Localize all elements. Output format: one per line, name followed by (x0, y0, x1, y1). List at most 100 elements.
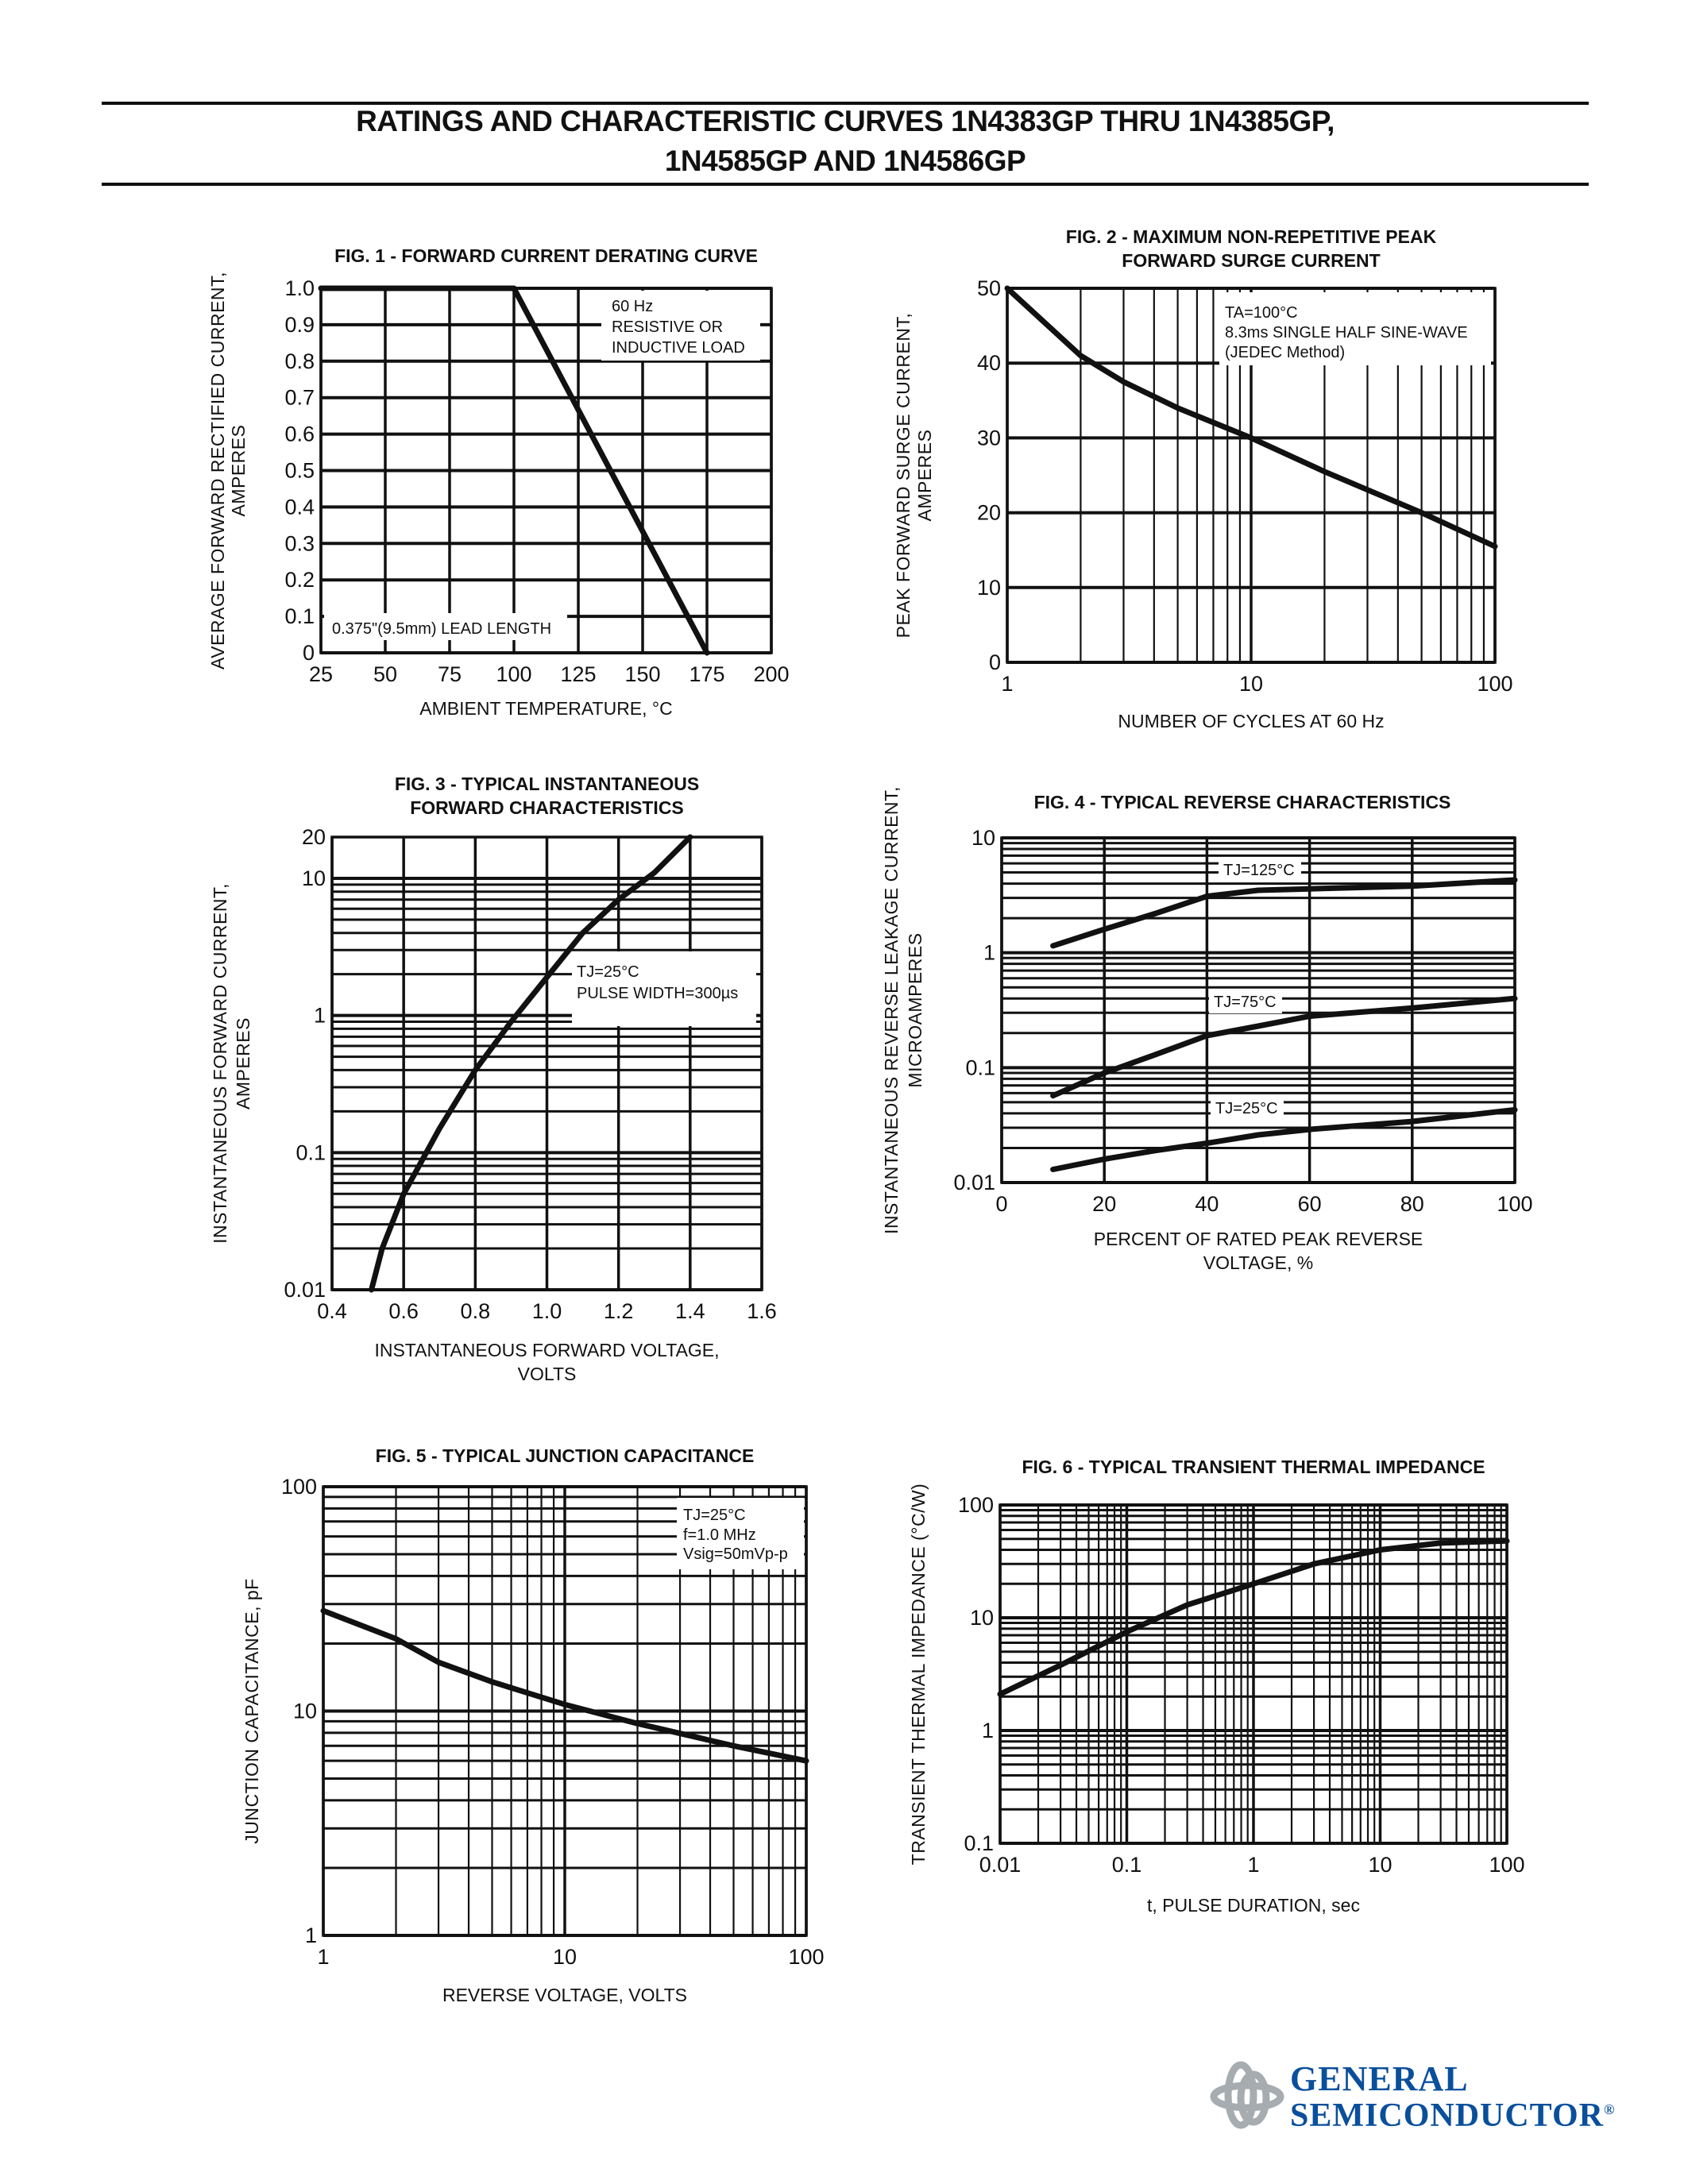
y-tick-label: 1 (314, 1004, 326, 1028)
data-series-line (320, 1607, 809, 1764)
x-tick-label: 1 (1001, 672, 1013, 696)
y-axis-label: AMPERES (914, 430, 935, 522)
chart-fig-3: TJ=25°C PULSE WIDTH=300µs 0.4 0.6 0.8 1.0 1.2 1… (210, 774, 777, 1384)
x-tick-label: 25 (309, 662, 333, 686)
y-tick-label: 100 (281, 1475, 317, 1499)
y-tick-label: 40 (977, 351, 1001, 375)
page-title-line2: 1N4585GP AND 1N4586GP (664, 145, 1026, 177)
annotation-text: PULSE WIDTH=300µs (577, 985, 738, 1002)
annotation-text: INDUCTIVE LOAD (612, 339, 745, 357)
chart-title: FIG. 6 - TYPICAL TRANSIENT THERMAL IMPED… (1022, 1457, 1485, 1477)
x-tick-label: 175 (689, 662, 724, 686)
x-tick-label: 100 (788, 1945, 824, 1969)
y-tick-label: 50 (977, 276, 1001, 300)
y-tick-label: 0.7 (284, 386, 315, 410)
y-axis-label: JUNCTION CAPACITANCE, pF (241, 1578, 262, 1843)
y-axis-label: INSTANTANEOUS REVERSE LEAKAGE CURRENT, (881, 786, 902, 1234)
annotation-text: Vsig=50mVp-p (683, 1545, 788, 1563)
y-tick-label: 0.1 (284, 604, 315, 628)
chart-title: FORWARD SURGE CURRENT (1122, 250, 1380, 271)
data-series-line (1050, 1106, 1518, 1172)
x-tick-label: 10 (1239, 672, 1263, 696)
y-tick-label: 10 (977, 576, 1001, 600)
series-label-box (1209, 990, 1282, 1013)
x-tick-label: 10 (553, 1945, 577, 1969)
annotation-text: 8.3ms SINGLE HALF SINE-WAVE (1225, 324, 1468, 341)
x-tick-label: 0.01 (979, 1853, 1022, 1877)
x-axis-label: VOLTAGE, % (1203, 1252, 1313, 1273)
x-tick-label: 1.4 (675, 1299, 705, 1323)
company-logo: GENERAL SEMICONDUCTOR® (1207, 2057, 1614, 2136)
annotation-text: 60 Hz (612, 298, 653, 315)
x-tick-label: 100 (1489, 1853, 1524, 1877)
annotation-box (324, 613, 567, 640)
series-label-box (1211, 1096, 1284, 1120)
y-tick-label: 0.3 (284, 531, 315, 555)
annotation-text: TA=100°C (1225, 304, 1298, 322)
y-axis-label: AMPERES (228, 425, 249, 517)
x-tick-label: 0.8 (461, 1299, 491, 1323)
y-axis-label: TRANSIENT THERMAL IMPEDANCE (°C/W) (908, 1484, 929, 1866)
x-tick-label: 100 (1477, 672, 1512, 696)
y-tick-label: 0.01 (953, 1171, 995, 1194)
y-tick-label: 0.6 (284, 423, 315, 446)
logo-text-general: GENERAL (1290, 2059, 1469, 2098)
x-tick-label: 1 (1247, 1853, 1259, 1877)
x-tick-label: 0.6 (388, 1299, 419, 1323)
y-tick-label: 0.1 (964, 1831, 994, 1855)
plot-frame (330, 835, 763, 1291)
series-label-box (1219, 858, 1301, 882)
y-tick-label: 1 (305, 1924, 317, 1947)
x-axis-label: AMBIENT TEMPERATURE, °C (419, 698, 672, 719)
x-tick-label: 40 (1195, 1192, 1219, 1216)
series-label: TJ=125°C (1223, 862, 1295, 879)
plot-frame (322, 1485, 808, 1937)
annotation-box (601, 291, 760, 361)
chart-fig-2: TA=100°C 8.3ms SINGLE HALF SINE-WAVE (JEDE… (893, 226, 1513, 731)
y-tick-label: 0.1 (965, 1055, 995, 1079)
logo-line2: SEMICONDUCTOR® (1290, 2097, 1615, 2135)
y-tick-label: 0 (989, 650, 1001, 674)
chart-title: FIG. 5 - TYPICAL JUNCTION CAPACITANCE (376, 1445, 755, 1466)
annotation-text: 0.375"(9.5mm) LEAD LENGTH (332, 620, 551, 638)
chart-title: FIG. 1 - FORWARD CURRENT DERATING CURVE (334, 245, 758, 266)
x-tick-label: 1.2 (604, 1299, 634, 1323)
y-tick-label: 1 (982, 1719, 994, 1742)
x-tick-label: 50 (373, 662, 397, 686)
x-tick-label: 0.4 (317, 1299, 347, 1323)
annotation-text: RESISTIVE OR (612, 318, 723, 336)
series-label: TJ=75°C (1214, 994, 1277, 1011)
y-tick-label: 10 (293, 1700, 317, 1723)
x-tick-label: 125 (560, 662, 596, 686)
x-axis-label: PERCENT OF RATED PEAK REVERSE (1094, 1229, 1423, 1249)
x-axis-label: VOLTS (518, 1364, 577, 1384)
x-tick-label: 100 (496, 662, 531, 686)
x-tick-label: 1.6 (747, 1299, 777, 1323)
chart-title: FIG. 3 - TYPICAL INSTANTANEOUS (395, 774, 699, 794)
y-tick-label: 20 (302, 825, 326, 849)
y-tick-label: 1 (983, 941, 995, 965)
x-tick-label: 1.0 (532, 1299, 562, 1323)
data-series-line (1004, 285, 1498, 550)
y-axis-label: AVERAGE FORWARD RECTIFIED CURRENT, (207, 272, 228, 669)
plot-frame (319, 287, 773, 654)
y-axis-label: PEAK FORWARD SURGE CURRENT, (893, 313, 914, 639)
annotation-text: TJ=25°C (577, 963, 639, 981)
annotation-text: f=1.0 MHz (683, 1526, 756, 1544)
x-axis-label: NUMBER OF CYCLES AT 60 Hz (1118, 711, 1384, 731)
bottom-rule (102, 183, 1589, 186)
y-tick-label: 100 (958, 1493, 994, 1517)
x-tick-label: 20 (1092, 1192, 1116, 1216)
y-axis-label: INSTANTANEOUS FORWARD CURRENT, (210, 883, 230, 1244)
x-axis-label: t, PULSE DURATION, sec (1147, 1895, 1360, 1916)
page-title-line1: RATINGS AND CHARACTERISTIC CURVES 1N4383… (356, 105, 1335, 137)
y-tick-label: 10 (302, 866, 326, 890)
x-tick-label: 1 (317, 1945, 329, 1969)
y-axis-label: AMPERES (233, 1017, 253, 1109)
y-tick-label: 0.2 (284, 568, 315, 592)
y-tick-label: 30 (977, 426, 1001, 450)
registered-mark: ® (1603, 2101, 1616, 2117)
